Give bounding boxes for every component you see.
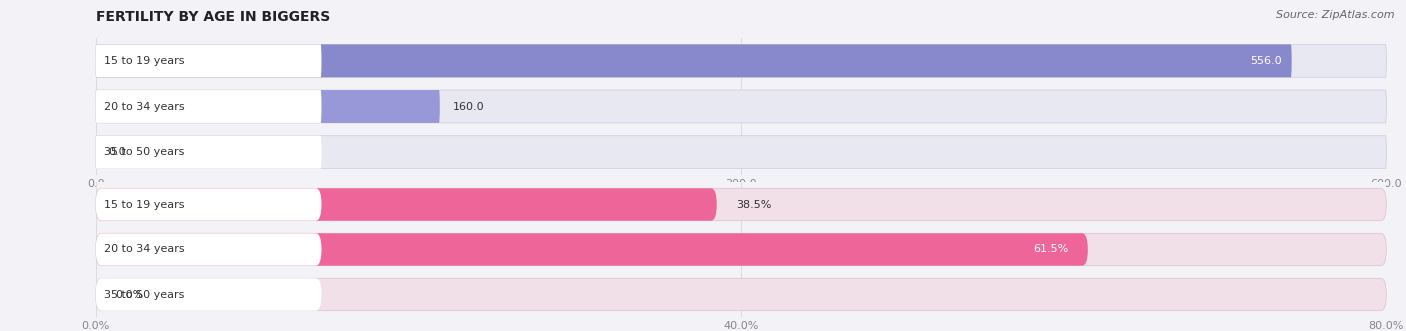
Text: 35 to 50 years: 35 to 50 years xyxy=(104,290,184,300)
Text: 15 to 19 years: 15 to 19 years xyxy=(104,56,184,66)
Text: Source: ZipAtlas.com: Source: ZipAtlas.com xyxy=(1277,10,1395,20)
FancyBboxPatch shape xyxy=(96,44,1292,77)
FancyBboxPatch shape xyxy=(96,44,322,77)
FancyBboxPatch shape xyxy=(96,136,322,168)
FancyBboxPatch shape xyxy=(96,136,1386,168)
FancyBboxPatch shape xyxy=(96,44,1386,77)
Text: 20 to 34 years: 20 to 34 years xyxy=(104,102,184,112)
Text: 160.0: 160.0 xyxy=(453,102,484,112)
FancyBboxPatch shape xyxy=(96,188,1386,221)
Text: 0.0%: 0.0% xyxy=(115,290,143,300)
FancyBboxPatch shape xyxy=(96,233,322,266)
FancyBboxPatch shape xyxy=(96,233,1386,266)
Text: 61.5%: 61.5% xyxy=(1033,245,1069,255)
Text: FERTILITY BY AGE IN BIGGERS: FERTILITY BY AGE IN BIGGERS xyxy=(96,10,330,24)
FancyBboxPatch shape xyxy=(96,90,440,123)
FancyBboxPatch shape xyxy=(96,278,322,311)
Text: 0.0: 0.0 xyxy=(108,147,127,157)
FancyBboxPatch shape xyxy=(96,188,717,221)
FancyBboxPatch shape xyxy=(96,278,1386,311)
FancyBboxPatch shape xyxy=(96,233,1088,266)
FancyBboxPatch shape xyxy=(96,188,322,221)
Text: 15 to 19 years: 15 to 19 years xyxy=(104,200,184,210)
Text: 556.0: 556.0 xyxy=(1250,56,1281,66)
Text: 35 to 50 years: 35 to 50 years xyxy=(104,147,184,157)
Text: 38.5%: 38.5% xyxy=(737,200,772,210)
FancyBboxPatch shape xyxy=(96,90,322,123)
FancyBboxPatch shape xyxy=(96,90,1386,123)
Text: 20 to 34 years: 20 to 34 years xyxy=(104,245,186,255)
